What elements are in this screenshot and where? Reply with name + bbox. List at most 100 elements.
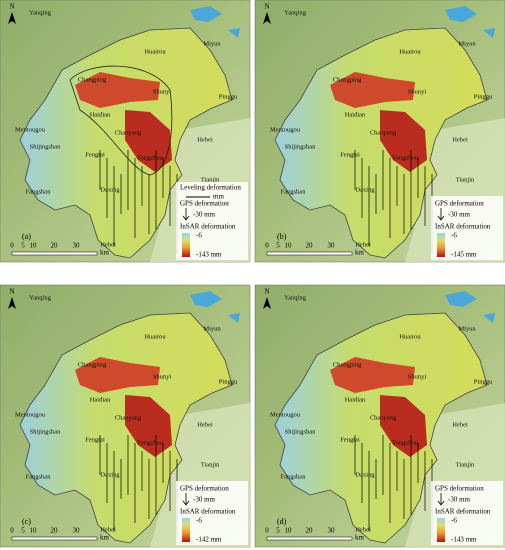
place-label: Daxing bbox=[355, 471, 375, 478]
subsidence-east bbox=[380, 395, 427, 457]
place-label: Fangshan bbox=[26, 473, 52, 480]
scale-label: 20 bbox=[51, 527, 59, 535]
scale-unit: km bbox=[100, 249, 110, 257]
legend-value: -30 mm bbox=[448, 496, 471, 504]
place-label: Daxing bbox=[355, 186, 375, 193]
legend-title: InSAR deformation bbox=[435, 223, 491, 231]
scale-label: 5 bbox=[21, 242, 25, 250]
north-label: N bbox=[264, 3, 269, 11]
subsidence-north bbox=[330, 72, 415, 108]
legend-title: InSAR deformation bbox=[435, 508, 491, 516]
place-label: Haidian bbox=[90, 396, 111, 403]
scale-label: 10 bbox=[30, 527, 38, 535]
panel-label: (d) bbox=[277, 517, 287, 526]
place-label: Huairou bbox=[144, 48, 166, 55]
north-arrow bbox=[8, 12, 16, 24]
place-label: Tongzhou bbox=[392, 439, 419, 446]
legend-value: -6 bbox=[196, 517, 202, 525]
legend-arrow bbox=[437, 208, 445, 221]
place-label: Hebei bbox=[355, 526, 371, 533]
place-label: Tianjin bbox=[201, 176, 220, 183]
place-label: Hebei bbox=[452, 421, 468, 428]
place-label: Fangshan bbox=[281, 473, 307, 480]
place-label: Huairou bbox=[399, 333, 421, 340]
legend-title: GPS deformation bbox=[180, 485, 229, 493]
leveling-contour bbox=[69, 65, 173, 176]
north-label: N bbox=[264, 288, 269, 296]
color-bar bbox=[437, 233, 445, 257]
scale-label: 20 bbox=[306, 242, 314, 250]
place-label: Miyun bbox=[203, 40, 221, 47]
legend-value: -143 mm bbox=[196, 251, 222, 259]
place-label: Changping bbox=[78, 361, 107, 368]
place-label: Tianjin bbox=[456, 461, 475, 468]
north-label: N bbox=[9, 3, 14, 11]
scale-unit: km bbox=[100, 534, 110, 542]
place-label: Changping bbox=[78, 76, 107, 83]
reservoir bbox=[190, 291, 240, 323]
place-label: Yanqing bbox=[29, 9, 51, 16]
beijing-region bbox=[19, 27, 233, 259]
place-label: Tongzhou bbox=[137, 154, 164, 161]
place-label: Daxing bbox=[100, 186, 120, 193]
place-label: Miyun bbox=[458, 40, 476, 47]
place-label: Haidian bbox=[345, 396, 366, 403]
north-label: N bbox=[9, 288, 14, 296]
place-label: Hebei bbox=[100, 241, 116, 248]
scale-label: 30 bbox=[328, 527, 336, 535]
legend-title: GPS deformation bbox=[435, 200, 484, 208]
place-label: Tongzhou bbox=[137, 439, 164, 446]
panel-label: (b) bbox=[277, 232, 287, 241]
place-label: Huairou bbox=[399, 48, 421, 55]
place-label: Yanqing bbox=[29, 294, 51, 301]
scale-label: 5 bbox=[21, 527, 25, 535]
place-label: Chaoyang bbox=[115, 414, 142, 421]
place-label: Chaoyang bbox=[370, 129, 397, 136]
scale-label: 0 bbox=[265, 527, 269, 535]
scale-label: 30 bbox=[328, 242, 336, 250]
scale-label: 5 bbox=[276, 242, 280, 250]
place-label: Mentougou bbox=[270, 126, 301, 133]
subsidence-north bbox=[75, 72, 160, 108]
legend-value: -142 mm bbox=[196, 536, 222, 544]
map-panel: Yanqing Huairou Miyun Pinggu Changping Shunyi… bbox=[0, 0, 251, 263]
place-label: Shijingshan bbox=[285, 428, 316, 435]
place-label: Mentougou bbox=[15, 126, 46, 133]
place-label: Fangshan bbox=[26, 188, 52, 195]
legend-unit: mm bbox=[213, 193, 224, 201]
scale-label: 10 bbox=[285, 242, 293, 250]
legend-title: InSAR deformation bbox=[180, 223, 236, 231]
place-label: Shijingshan bbox=[285, 143, 316, 150]
color-bar bbox=[437, 518, 445, 542]
place-label: Shunyi bbox=[408, 88, 427, 95]
north-arrow bbox=[263, 297, 271, 309]
place-label: Pinggu bbox=[219, 378, 238, 385]
place-label: Hebei bbox=[100, 526, 116, 533]
north-arrow bbox=[8, 297, 16, 309]
place-label: Pinggu bbox=[219, 93, 238, 100]
scale-label: 20 bbox=[306, 527, 314, 535]
place-label: Hebei bbox=[197, 136, 213, 143]
scale-label: 20 bbox=[51, 242, 59, 250]
place-label: Changping bbox=[333, 76, 362, 83]
place-label: Shunyi bbox=[153, 373, 172, 380]
place-label: Fengtai bbox=[340, 151, 360, 158]
legend-arrow bbox=[182, 493, 190, 506]
scale-label: 0 bbox=[10, 527, 14, 535]
place-label: Chaoyang bbox=[115, 129, 142, 136]
map-panel: Yanqing Huairou Miyun Pinggu Changping Shunyi… bbox=[254, 0, 505, 263]
place-label: Hebei bbox=[452, 136, 468, 143]
place-label: Miyun bbox=[203, 325, 221, 332]
legend-value: -6 bbox=[451, 232, 457, 240]
panel-label: (c) bbox=[22, 517, 31, 526]
color-bar bbox=[182, 518, 190, 542]
place-label: Fengtai bbox=[85, 151, 105, 158]
beijing-region bbox=[274, 312, 488, 544]
scale-label: 30 bbox=[73, 242, 81, 250]
scale-bar bbox=[11, 536, 98, 541]
legend-title: GPS deformation bbox=[435, 485, 484, 493]
scale-label: 10 bbox=[30, 242, 38, 250]
scale-bar bbox=[266, 251, 353, 256]
legend-arrow bbox=[437, 493, 445, 506]
